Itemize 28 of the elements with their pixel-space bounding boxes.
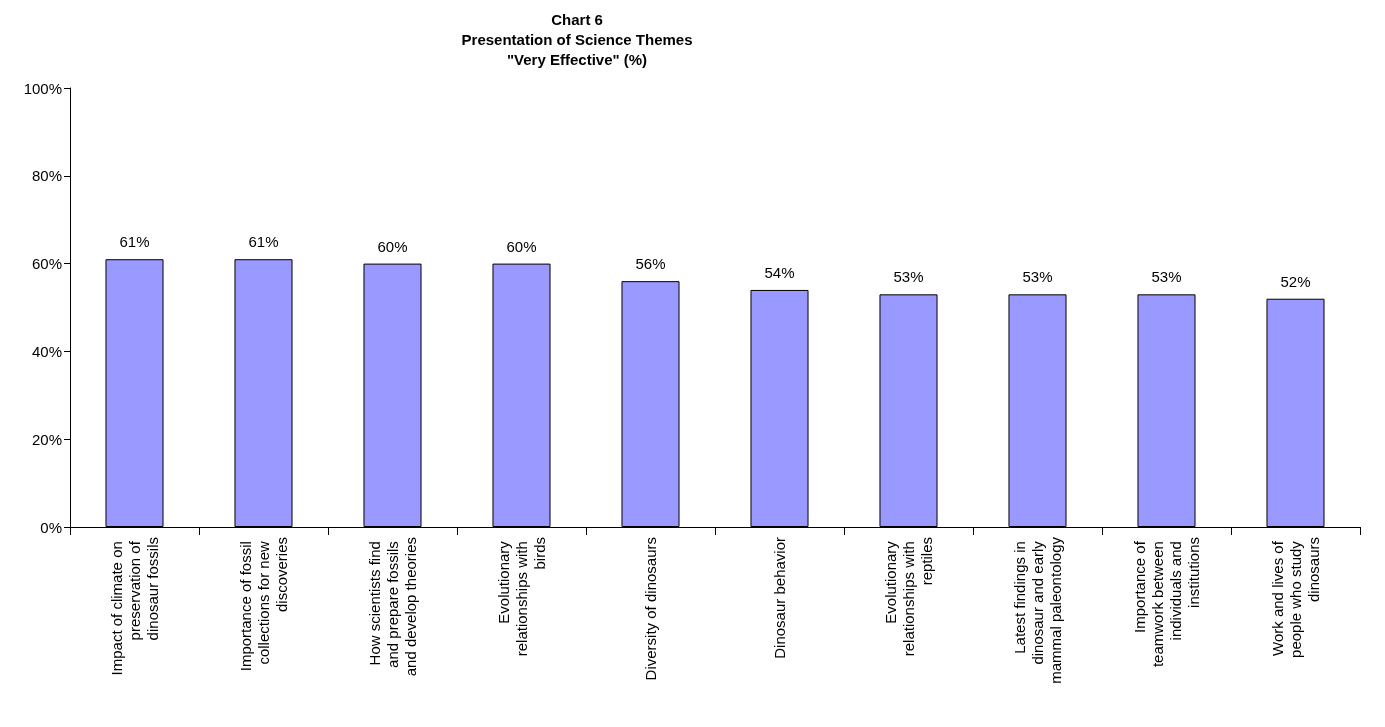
data-label: 61% (248, 233, 279, 251)
y-tick-label: 60% (31, 255, 62, 273)
y-tick-label: 80% (31, 167, 62, 185)
y-tick-label: 100% (23, 79, 62, 97)
y-tick-label: 20% (31, 430, 62, 448)
data-label: 53% (893, 268, 924, 286)
x-tick-label: Evolutionary relationships with reptiles (882, 537, 935, 657)
data-label: 60% (377, 237, 408, 255)
x-tick-label: Latest findings in dinosaur and early mammal paleontology (1011, 536, 1064, 684)
chart-subtitle: Presentation of Science Themes "Very Effective" (%) (461, 30, 693, 68)
x-tick-label: Work and lives of people who study dinosaurs (1269, 537, 1322, 658)
y-tick-label: 0% (40, 518, 62, 536)
x-tick-label: How scientists find and prepare fossils and develop theories (366, 537, 419, 677)
x-tick-label: Importance of teamwork between individuals and institutions (1131, 537, 1202, 668)
chart-title: Chart 6 (551, 10, 603, 28)
x-tick-label: Evolutionary relationships with birds (495, 537, 548, 657)
x-tick-label: Diversity of dinosaurs (642, 537, 659, 681)
data-label: 56% (635, 255, 666, 273)
x-tick-label: Dinosaur behavior (771, 537, 788, 659)
x-tick-label: Impact of climate on preservation of dinosaur fossils (108, 537, 161, 676)
y-tick-label: 40% (31, 342, 62, 360)
data-label: 53% (1022, 268, 1053, 286)
data-label: 60% (506, 237, 537, 255)
x-tick-label: Importance of fossil collections for new discoveries (237, 537, 290, 672)
data-label: 61% (119, 233, 150, 251)
data-label: 53% (1151, 268, 1182, 286)
data-label: 52% (1280, 272, 1311, 290)
data-label: 54% (764, 263, 795, 281)
